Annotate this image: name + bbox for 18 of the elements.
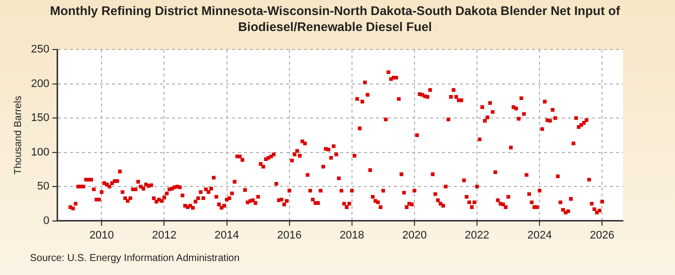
y-tick-label: 250 bbox=[30, 44, 50, 56]
y-tick-label: 200 bbox=[30, 78, 50, 90]
chart-title: Monthly Refining District Minnesota-Wisconsin-North Dakota-South Dakota Blender Net Input of Biodiesel/Renewable Diesel Fuel bbox=[48, 3, 622, 35]
x-tick-label: 2026 bbox=[590, 229, 614, 242]
y-tick-label: 50 bbox=[37, 180, 50, 193]
x-tick-label: 2022 bbox=[464, 229, 490, 242]
y-axis-title: Thousand Barrels bbox=[12, 96, 24, 175]
y-tick-label: 0 bbox=[43, 214, 50, 227]
y-tick-label: 100 bbox=[30, 146, 50, 158]
x-tick-label: 2014 bbox=[214, 229, 240, 242]
x-tick-label: 2020 bbox=[402, 229, 427, 242]
x-tick-label: 2010 bbox=[89, 229, 114, 242]
source-note: Source: U.S. Energy Information Administration bbox=[30, 253, 240, 264]
x-tick-label: 2018 bbox=[340, 229, 364, 242]
x-tick-label: 2016 bbox=[277, 229, 302, 242]
x-tick-label: 2024 bbox=[527, 229, 552, 242]
x-tick-label: 2012 bbox=[152, 229, 176, 242]
y-tick-label: 150 bbox=[30, 112, 50, 124]
